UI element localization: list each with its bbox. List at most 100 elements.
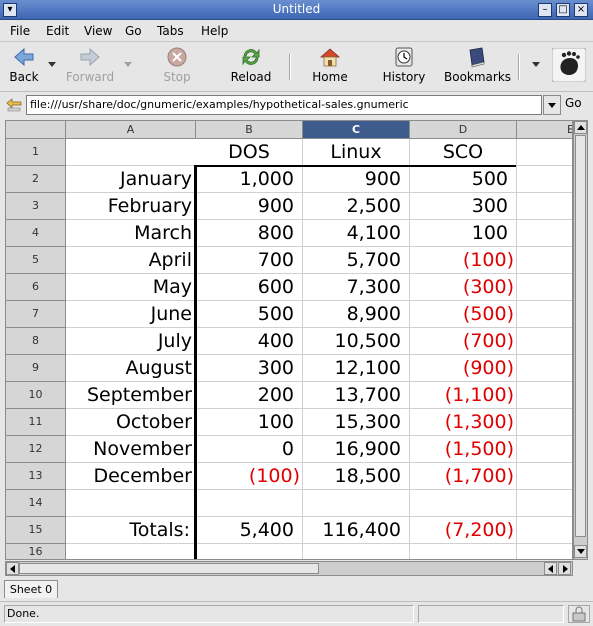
cell-b6[interactable]: 600 (257, 276, 294, 298)
cell-c4[interactable]: 4,100 (346, 222, 401, 244)
cell-c1[interactable]: Linux (330, 141, 382, 163)
maximize-button[interactable]: □ (556, 3, 570, 17)
scroll-left-button[interactable] (6, 562, 19, 575)
row-header[interactable]: 14 (6, 490, 66, 517)
row-header[interactable]: 15 (6, 517, 66, 544)
row-header[interactable]: 11 (6, 409, 66, 436)
bookmarks-button[interactable]: Bookmarks (444, 44, 511, 90)
cell-c9[interactable]: 12,100 (334, 357, 401, 379)
home-button[interactable]: Home (306, 44, 354, 90)
column-header-b[interactable]: B (196, 121, 303, 139)
cell-d10[interactable]: (1,100) (444, 384, 514, 406)
cell-b7[interactable]: 500 (257, 303, 294, 325)
scroll-down-button[interactable] (574, 545, 587, 558)
cell-d11[interactable]: (1,300) (444, 411, 514, 433)
menu-help[interactable]: Help (201, 24, 229, 38)
cell-c10[interactable]: 13,700 (334, 384, 401, 406)
cell-a6[interactable]: May (152, 276, 192, 298)
menu-tabs[interactable]: Tabs (157, 24, 184, 38)
cell-c8[interactable]: 10,500 (334, 330, 401, 352)
cell-a15[interactable]: Totals: (129, 519, 190, 541)
row-header[interactable]: 13 (6, 463, 66, 490)
close-button[interactable]: × (574, 3, 588, 17)
go-button[interactable]: Go (565, 96, 582, 110)
cell-a12[interactable]: November (93, 438, 192, 460)
menu-file[interactable]: File (10, 24, 31, 38)
column-header-a[interactable]: A (66, 121, 196, 139)
forward-button[interactable]: Forward (62, 44, 118, 90)
cell-b8[interactable]: 400 (257, 330, 294, 352)
scroll-left-button-end[interactable] (544, 562, 557, 575)
back-history-dropdown[interactable] (48, 62, 56, 67)
cell-c12[interactable]: 16,900 (334, 438, 401, 460)
row-header[interactable]: 3 (6, 193, 66, 220)
stop-button[interactable]: Stop (156, 44, 198, 90)
cell-a7[interactable]: June (150, 303, 192, 325)
cell-b1[interactable]: DOS (228, 141, 270, 163)
cell-c13[interactable]: 18,500 (334, 465, 401, 487)
window-menu-button[interactable]: ▾ (3, 3, 17, 17)
row-header[interactable]: 16 (6, 544, 66, 559)
cell-b15[interactable]: 5,400 (239, 519, 294, 541)
row-header[interactable]: 10 (6, 382, 66, 409)
select-all-corner[interactable] (6, 121, 66, 139)
cell-a13[interactable]: December (93, 465, 192, 487)
cell-b12[interactable]: 0 (281, 438, 294, 460)
cell-a4[interactable]: March (134, 222, 192, 244)
cell-b13[interactable]: (100) (248, 465, 300, 487)
url-history-dropdown[interactable] (543, 95, 561, 115)
row-header[interactable]: 2 (6, 166, 66, 193)
cell-c6[interactable]: 7,300 (346, 276, 401, 298)
row-header[interactable]: 9 (6, 355, 66, 382)
cell-a2[interactable]: January (119, 168, 192, 190)
cell-c11[interactable]: 15,300 (334, 411, 401, 433)
column-header-c[interactable]: C (303, 121, 410, 139)
cell-b11[interactable]: 100 (257, 411, 294, 433)
minimize-button[interactable]: – (538, 3, 552, 17)
cell-d5[interactable]: (100) (462, 249, 514, 271)
row-header[interactable]: 6 (6, 274, 66, 301)
cell-b9[interactable]: 300 (257, 357, 294, 379)
cell-b4[interactable]: 800 (257, 222, 294, 244)
horizontal-scroll-thumb[interactable] (19, 563, 319, 574)
cell-d4[interactable]: 100 (471, 222, 508, 244)
row-header[interactable]: 7 (6, 301, 66, 328)
toolbar-overflow-dropdown[interactable] (532, 62, 540, 67)
cell-d9[interactable]: (900) (462, 357, 514, 379)
cell-a8[interactable]: July (157, 330, 192, 352)
scroll-right-button[interactable] (558, 562, 571, 575)
vertical-scroll-thumb[interactable] (575, 135, 586, 537)
reload-button[interactable]: Reload (226, 44, 276, 90)
cell-a10[interactable]: September (86, 384, 192, 406)
column-header-e[interactable]: E (517, 121, 572, 139)
cell-d13[interactable]: (1,700) (444, 465, 514, 487)
cell-d7[interactable]: (500) (462, 303, 514, 325)
cell-b10[interactable]: 200 (257, 384, 294, 406)
cell-c5[interactable]: 5,700 (346, 249, 401, 271)
back-button[interactable]: Back (4, 44, 44, 90)
cell-a3[interactable]: February (107, 195, 192, 217)
cell-c15[interactable]: 116,400 (322, 519, 401, 541)
menu-go[interactable]: Go (125, 24, 142, 38)
cell-a9[interactable]: August (125, 357, 193, 379)
sheet-tab[interactable]: Sheet 0 (4, 580, 58, 598)
url-input[interactable]: file:///usr/share/doc/gnumeric/examples/… (26, 95, 542, 115)
cell-d6[interactable]: (300) (462, 276, 514, 298)
menu-view[interactable]: View (84, 24, 113, 38)
cell-c7[interactable]: 8,900 (346, 303, 401, 325)
row-header[interactable]: 1 (6, 139, 66, 166)
cell-d1[interactable]: SCO (442, 141, 484, 163)
cell-b5[interactable]: 700 (257, 249, 294, 271)
cell-d8[interactable]: (700) (462, 330, 514, 352)
horizontal-scrollbar[interactable] (5, 561, 573, 576)
row-header[interactable]: 8 (6, 328, 66, 355)
cell-b3[interactable]: 900 (257, 195, 294, 217)
history-button[interactable]: History (380, 44, 428, 90)
cell-c3[interactable]: 2,500 (346, 195, 401, 217)
column-header-d[interactable]: D (410, 121, 517, 139)
row-header[interactable]: 4 (6, 220, 66, 247)
cell-d3[interactable]: 300 (471, 195, 508, 217)
scroll-up-button[interactable] (574, 121, 587, 134)
cell-d12[interactable]: (1,500) (444, 438, 514, 460)
vertical-scrollbar[interactable] (573, 120, 588, 560)
